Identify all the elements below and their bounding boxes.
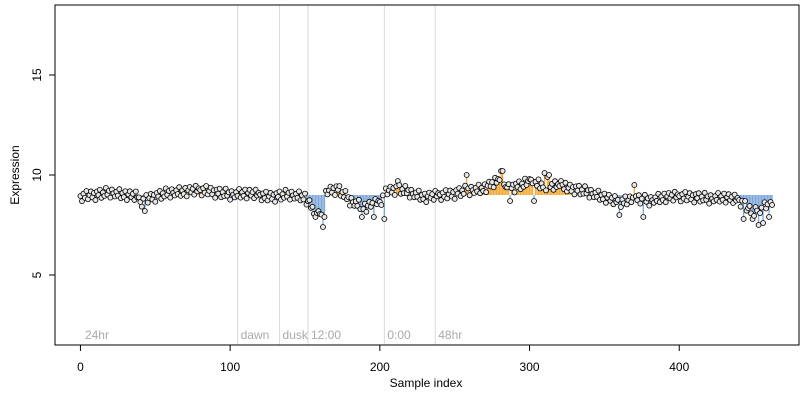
marker-labels: dawn dusk 12:00 0:00 48hr 24hr bbox=[85, 328, 462, 342]
data-point bbox=[611, 193, 618, 199]
data-point bbox=[243, 195, 250, 202]
data-point bbox=[751, 212, 757, 219]
data-point bbox=[272, 198, 278, 205]
marker-label-0: dawn bbox=[241, 328, 270, 342]
data-point bbox=[336, 183, 343, 190]
x-axis-label: Sample index bbox=[390, 376, 463, 390]
y-axis-label: Expression bbox=[8, 145, 22, 204]
data-point bbox=[531, 198, 537, 204]
data-point bbox=[595, 187, 602, 194]
data-point bbox=[507, 198, 513, 204]
data-point bbox=[757, 210, 763, 216]
marker-label-2: 12:00 bbox=[311, 328, 341, 342]
x-axis: 0 100 200 300 400 bbox=[77, 344, 690, 374]
data-point bbox=[402, 182, 409, 189]
data-point bbox=[543, 187, 549, 194]
data-point bbox=[641, 191, 648, 198]
x-tick-label: 200 bbox=[370, 360, 390, 374]
data-point bbox=[742, 198, 749, 204]
data-point bbox=[92, 197, 99, 203]
data-point bbox=[227, 196, 234, 203]
data-point bbox=[535, 176, 542, 183]
data-point bbox=[116, 186, 123, 193]
y-tick-label: 10 bbox=[30, 168, 44, 182]
data-point bbox=[355, 196, 362, 203]
y-axis: 5 10 15 bbox=[30, 68, 56, 278]
data-point bbox=[466, 192, 473, 199]
data-point bbox=[423, 199, 430, 205]
data-point bbox=[138, 203, 145, 210]
data-point bbox=[646, 202, 653, 209]
data-point bbox=[183, 193, 190, 200]
data-point bbox=[123, 197, 130, 203]
data-point bbox=[321, 214, 328, 220]
data-point bbox=[415, 187, 422, 194]
data-point bbox=[546, 172, 552, 178]
data-point bbox=[132, 188, 139, 195]
data-point bbox=[306, 197, 313, 204]
data-point bbox=[722, 199, 729, 206]
corner-label: 24hr bbox=[85, 328, 109, 342]
data-point bbox=[296, 188, 302, 195]
y-tick-label: 15 bbox=[30, 68, 44, 82]
data-point bbox=[496, 177, 503, 183]
x-tick-label: 100 bbox=[220, 360, 240, 374]
data-point bbox=[571, 191, 578, 198]
data-point bbox=[358, 214, 365, 220]
data-point bbox=[302, 190, 308, 197]
data-point bbox=[332, 192, 338, 198]
x-tick-label: 300 bbox=[520, 360, 540, 374]
data-point bbox=[363, 208, 370, 215]
data-point bbox=[370, 214, 377, 220]
data-point bbox=[490, 184, 497, 191]
marker-label-3: 0:00 bbox=[387, 328, 411, 342]
data-point bbox=[511, 189, 518, 196]
data-point bbox=[746, 203, 753, 209]
data-point bbox=[638, 195, 645, 202]
data-points bbox=[77, 168, 775, 230]
marker-label-1: dusk bbox=[283, 328, 309, 342]
data-point bbox=[141, 208, 148, 214]
data-point bbox=[617, 204, 624, 210]
data-point bbox=[499, 168, 506, 174]
data-point bbox=[616, 212, 623, 218]
x-tick-label: 0 bbox=[77, 360, 84, 374]
data-point bbox=[152, 198, 159, 205]
data-point bbox=[309, 203, 316, 210]
data-point bbox=[640, 214, 647, 220]
y-tick-label: 5 bbox=[30, 271, 44, 278]
marker-label-4: 48hr bbox=[438, 328, 462, 342]
data-point bbox=[769, 202, 775, 208]
data-point bbox=[637, 200, 644, 207]
marker-lines bbox=[237, 5, 436, 345]
data-point bbox=[396, 182, 403, 189]
data-point bbox=[691, 199, 698, 206]
data-point bbox=[483, 189, 490, 196]
data-point bbox=[766, 214, 772, 220]
data-point bbox=[212, 194, 219, 201]
data-point bbox=[582, 183, 588, 190]
data-point bbox=[701, 189, 708, 196]
data-point bbox=[760, 220, 766, 226]
data-point bbox=[222, 185, 229, 192]
data-point bbox=[460, 190, 467, 197]
data-point bbox=[740, 216, 747, 222]
x-tick-label: 400 bbox=[669, 360, 689, 374]
data-point bbox=[140, 195, 147, 202]
data-point bbox=[706, 200, 713, 207]
data-point bbox=[381, 216, 388, 222]
data-point bbox=[737, 203, 744, 210]
data-point bbox=[378, 202, 385, 208]
data-point bbox=[631, 182, 638, 188]
data-point bbox=[576, 182, 582, 189]
data-point bbox=[463, 172, 470, 178]
data-point bbox=[342, 187, 349, 194]
data-point bbox=[662, 199, 669, 206]
data-point bbox=[451, 195, 458, 202]
data-point bbox=[320, 224, 326, 230]
data-point bbox=[391, 192, 398, 198]
